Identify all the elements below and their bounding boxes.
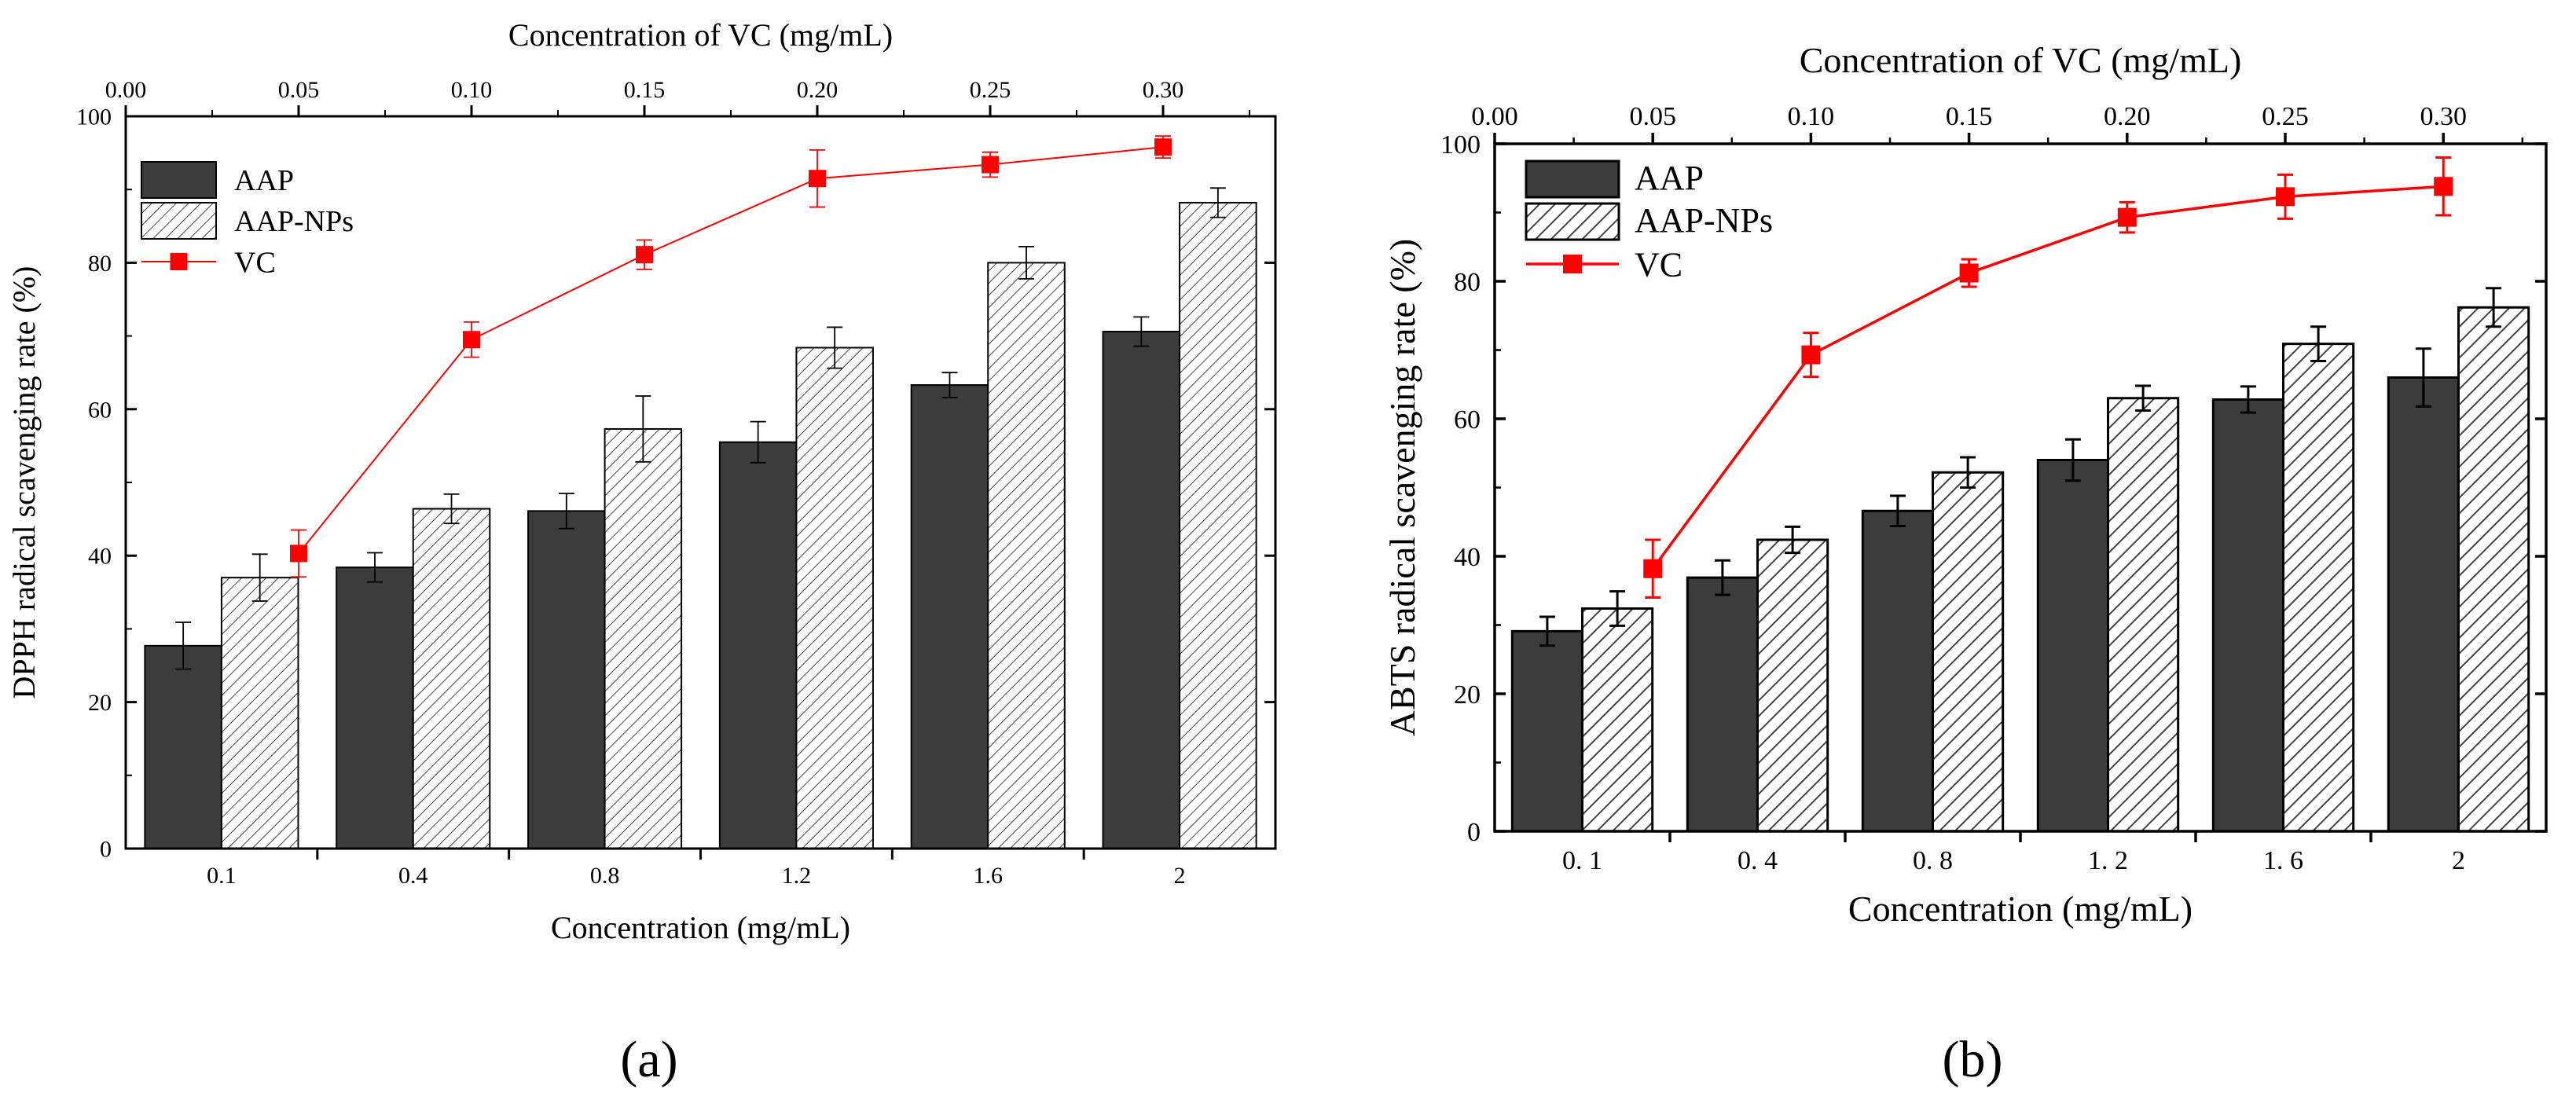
legend-vc-marker bbox=[170, 253, 188, 270]
bar-aap-nps-1 bbox=[1756, 538, 1829, 833]
x-tick-label: 1.2 bbox=[782, 863, 812, 889]
vc-point-4 bbox=[982, 156, 999, 174]
panel-caption: (b) bbox=[1943, 1031, 2003, 1088]
top-tick-label: 0.00 bbox=[1471, 102, 1518, 131]
legend-label: AAP-NPs bbox=[234, 205, 354, 238]
legend-label: VC bbox=[234, 246, 276, 279]
y-tick-label: 20 bbox=[1454, 680, 1481, 710]
x-tick-label: 0. 8 bbox=[1913, 846, 1953, 875]
bar-aap-nps-2 bbox=[1932, 471, 2005, 833]
legend-label: AAP bbox=[1635, 159, 1704, 197]
vc-line bbox=[298, 146, 1164, 555]
top-axis-title: Concentration of VC (mg/mL) bbox=[508, 17, 893, 53]
bar-aap-2 bbox=[1861, 509, 1935, 833]
x-tick-label: 0.8 bbox=[590, 863, 620, 889]
top-tick-label: 0.20 bbox=[2104, 102, 2151, 131]
vc-point-1 bbox=[1801, 345, 1821, 365]
panel-caption: (a) bbox=[620, 1031, 677, 1088]
x-tick-label: 2 bbox=[2452, 846, 2465, 875]
bar-aap-nps-2 bbox=[604, 427, 683, 849]
x-tick-label: 2 bbox=[1174, 863, 1186, 889]
bar-aap-nps-5 bbox=[2457, 306, 2530, 833]
vc-point-3 bbox=[2117, 207, 2137, 227]
x-tick-label: 0.1 bbox=[207, 863, 237, 889]
y-axis-title: ABTS radical scavenging rate (%) bbox=[1382, 239, 1422, 737]
bar-aap-nps-0 bbox=[1581, 607, 1654, 833]
vc-point-0 bbox=[290, 544, 307, 563]
legend-label: VC bbox=[1635, 245, 1682, 284]
top-tick-label: 0.15 bbox=[624, 77, 666, 103]
y-tick-label: 80 bbox=[1454, 268, 1481, 297]
vc-point-5 bbox=[2434, 177, 2453, 196]
top-axis-title: Concentration of VC (mg/mL) bbox=[1800, 40, 2242, 80]
bar-aap-5 bbox=[1102, 331, 1181, 849]
vc-point-4 bbox=[2276, 187, 2295, 207]
top-tick-label: 0.30 bbox=[2420, 102, 2467, 131]
legend-swatch-aap-nps bbox=[141, 202, 217, 240]
x-tick-label: 1.6 bbox=[974, 863, 1004, 889]
y-tick-label: 60 bbox=[1454, 405, 1481, 434]
bar-aap-nps-4 bbox=[2282, 343, 2355, 833]
legend-label: AAP bbox=[234, 164, 294, 197]
top-tick-label: 0.00 bbox=[105, 77, 147, 103]
y-tick-label: 0 bbox=[100, 837, 112, 863]
bar-aap-2 bbox=[527, 510, 606, 850]
top-tick-label: 0.10 bbox=[451, 77, 493, 103]
bar-aap-nps-1 bbox=[412, 508, 491, 849]
legend-swatch-aap-nps bbox=[1525, 202, 1620, 241]
x-tick-label: 0. 4 bbox=[1738, 846, 1778, 875]
y-tick-label: 100 bbox=[76, 104, 112, 130]
top-tick-label: 0.25 bbox=[2262, 102, 2309, 131]
y-axis-title: DPPH radical scavenging rate (%) bbox=[6, 266, 42, 699]
top-tick-label: 0.05 bbox=[278, 77, 320, 103]
vc-point-2 bbox=[1959, 263, 1979, 283]
vc-line bbox=[1651, 185, 2444, 570]
x-tick-label: 1. 6 bbox=[2263, 846, 2303, 875]
bar-aap-5 bbox=[2387, 376, 2460, 833]
y-tick-label: 60 bbox=[88, 397, 112, 423]
top-tick-label: 0.15 bbox=[1946, 102, 1993, 131]
x-tick-label: 0.4 bbox=[398, 863, 428, 889]
bar-aap-nps-4 bbox=[987, 262, 1066, 849]
y-tick-label: 40 bbox=[1454, 543, 1481, 572]
top-tick-label: 0.30 bbox=[1143, 77, 1184, 103]
legend-swatch-aap bbox=[141, 161, 217, 199]
chart-panel-a: 0 20 40 60 80 100 0.1 0.4 0.8 1.2 1.6 2 0.00 0.05 0.10… bbox=[6, 17, 1277, 1088]
top-tick-label: 0.10 bbox=[1788, 102, 1835, 131]
bar-aap-4 bbox=[2211, 398, 2285, 833]
top-tick-label: 0.25 bbox=[970, 77, 1011, 103]
y-tick-label: 0 bbox=[1467, 818, 1481, 847]
vc-point-1 bbox=[463, 331, 480, 349]
legend-vc-marker bbox=[1563, 255, 1582, 273]
bar-aap-1 bbox=[1686, 576, 1760, 833]
x-tick-label: 1. 2 bbox=[2088, 846, 2128, 875]
vc-point-5 bbox=[1154, 138, 1172, 156]
bar-aap-4 bbox=[910, 384, 989, 849]
bar-aap-3 bbox=[718, 441, 798, 849]
vc-point-2 bbox=[636, 246, 653, 264]
bar-aap-nps-0 bbox=[220, 577, 299, 849]
bar-aap-1 bbox=[336, 566, 414, 849]
bar-aap-0 bbox=[1510, 629, 1584, 833]
bar-aap-3 bbox=[2036, 459, 2110, 833]
bar-aap-nps-3 bbox=[795, 346, 874, 849]
legend-label: AAP-NPs bbox=[1635, 201, 1773, 240]
vc-point-0 bbox=[1643, 559, 1663, 578]
top-tick-label: 0.20 bbox=[797, 77, 838, 103]
bar-aap-nps-3 bbox=[2107, 397, 2180, 833]
x-tick-label: 0. 1 bbox=[1562, 846, 1602, 875]
bar-aap-0 bbox=[144, 644, 222, 849]
top-tick-label: 0.05 bbox=[1629, 102, 1676, 131]
y-tick-label: 20 bbox=[88, 690, 112, 716]
legend-swatch-aap bbox=[1525, 160, 1620, 199]
chart-panel-b: 0 20 40 60 80 100 0. 1 0. 4 0. 8 1. 2 1. 6 2 0.00 0.0… bbox=[1382, 40, 2548, 1088]
vc-point-3 bbox=[809, 170, 826, 188]
x-axis-title: Concentration (mg/mL) bbox=[551, 910, 850, 945]
x-axis-title: Concentration (mg/mL) bbox=[1848, 889, 2193, 929]
bar-aap-nps-5 bbox=[1179, 201, 1257, 849]
y-tick-label: 100 bbox=[1440, 130, 1481, 160]
y-tick-label: 40 bbox=[88, 544, 112, 570]
y-tick-label: 80 bbox=[88, 251, 112, 277]
